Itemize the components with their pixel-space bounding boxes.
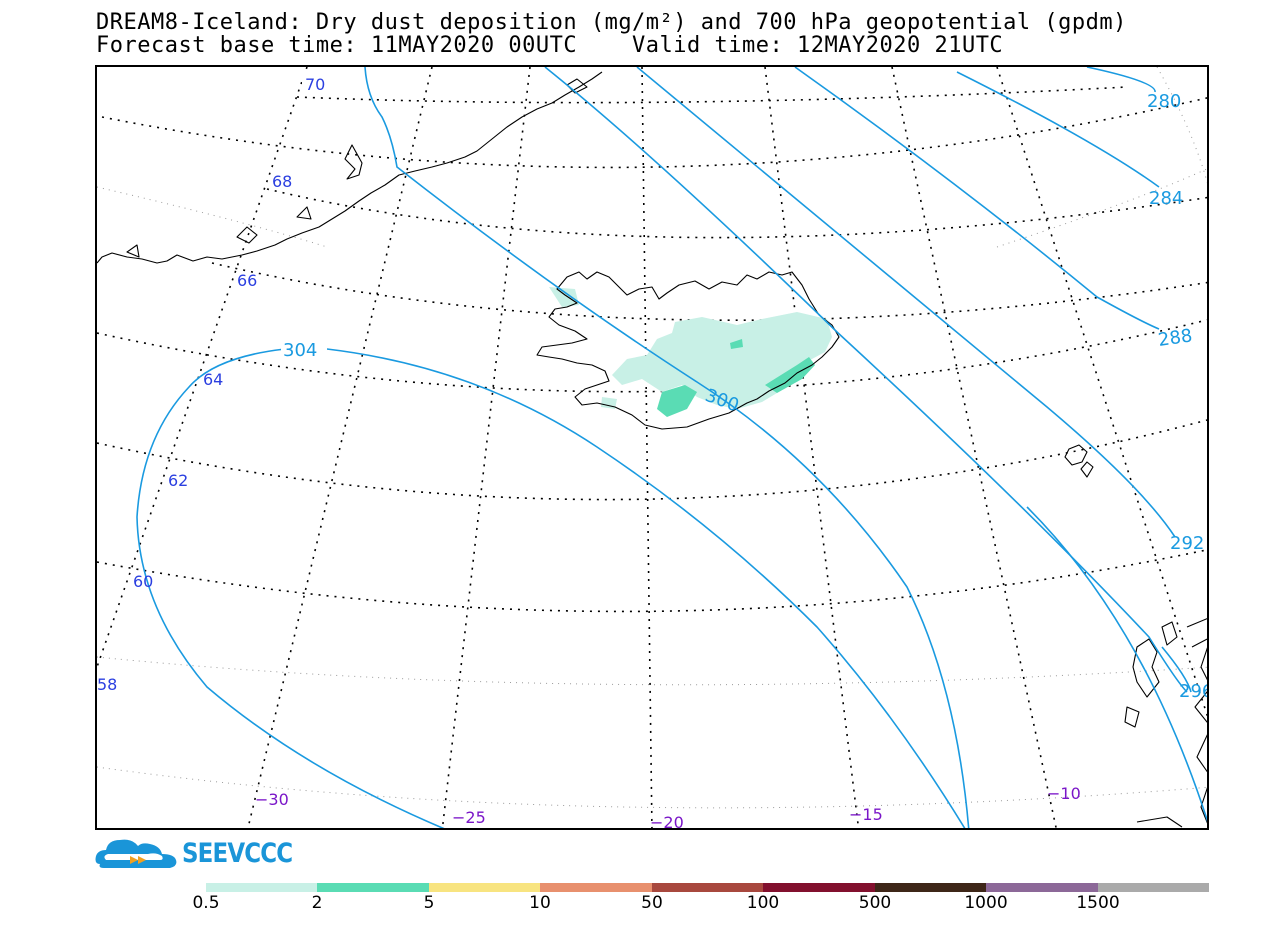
colorbar-tick: 1500 [1076, 893, 1120, 913]
colorbar-tick: 2 [311, 893, 323, 913]
colorbar [206, 883, 1209, 892]
lat-label-64: 64 [203, 370, 223, 389]
contour-label-288: 288 [1157, 325, 1194, 351]
contour-280 [1086, 67, 1156, 93]
colorbar-tick: 1000 [964, 893, 1008, 913]
seevccc-logo [95, 839, 177, 868]
contour-284 [956, 71, 1160, 188]
seevccc-logo-text: SEEVCCC [182, 838, 293, 869]
lon-label-minus15: −15 [849, 805, 883, 824]
colorbar-segment [1097, 883, 1209, 892]
map-panel: 70 68 66 64 62 60 58 −30 −25 −20 −15 −10… [95, 65, 1209, 830]
colorbar-tick: 100 [746, 893, 780, 913]
colorbar-segment [317, 883, 429, 892]
longitude-labels: −30 −25 −20 −15 −10 [255, 784, 1081, 830]
colorbar-segment [428, 883, 541, 892]
secondary-graticule [97, 67, 1207, 809]
lat-label-68: 68 [272, 172, 292, 191]
colorbar-segment [651, 883, 764, 892]
coastlines [97, 71, 1207, 828]
contour-label-284: 284 [1149, 188, 1183, 209]
lon-label-minus10: −10 [1047, 784, 1081, 803]
contour-296-right [1161, 646, 1192, 693]
map-canvas: 70 68 66 64 62 60 58 −30 −25 −20 −15 −10… [97, 67, 1209, 830]
lat-label-70: 70 [305, 75, 325, 94]
colorbar-segment [206, 883, 318, 892]
contour-292-lower [1026, 506, 1207, 823]
colorbar-tick: 10 [529, 893, 551, 913]
map-title: DREAM8-Iceland: Dry dust deposition (mg/… [96, 10, 1127, 35]
lat-label-62: 62 [168, 471, 188, 490]
dust-deposition-shading [549, 287, 832, 417]
contour-296 [544, 67, 1188, 693]
colorbar-tick: 5 [423, 893, 435, 913]
colorbar-tick: 500 [858, 893, 892, 913]
lon-label-minus25: −25 [452, 808, 486, 827]
lat-label-66: 66 [237, 271, 257, 290]
colorbar-tick: 0.5 [192, 893, 220, 913]
graticule [97, 67, 1207, 828]
colorbar-tick: 50 [641, 893, 663, 913]
colorbar-segment [986, 883, 1098, 892]
colorbar-segment [763, 883, 875, 892]
cloud-icon [95, 839, 177, 868]
lat-label-58: 58 [97, 675, 117, 694]
contour-label-296: 296 [1179, 681, 1209, 702]
colorbar-segment [540, 883, 652, 892]
contour-304 [136, 348, 445, 828]
lat-label-60: 60 [133, 572, 153, 591]
contour-300 [364, 67, 970, 828]
lon-label-minus20: −20 [650, 813, 684, 830]
map-subtitle: Forecast base time: 11MAY2020 00UTC Vali… [96, 33, 1004, 58]
contour-292 [636, 67, 1176, 538]
geopotential-contours [136, 67, 1207, 828]
contour-label-280: 280 [1147, 91, 1181, 112]
contour-label-304: 304 [283, 340, 317, 361]
contour-304-right [326, 348, 966, 828]
contour-288 [794, 67, 1160, 330]
lon-label-minus30: −30 [255, 790, 289, 809]
contour-label-292: 292 [1170, 533, 1204, 554]
colorbar-segment [874, 883, 987, 892]
latitude-labels: 70 68 66 64 62 60 58 [97, 74, 334, 694]
